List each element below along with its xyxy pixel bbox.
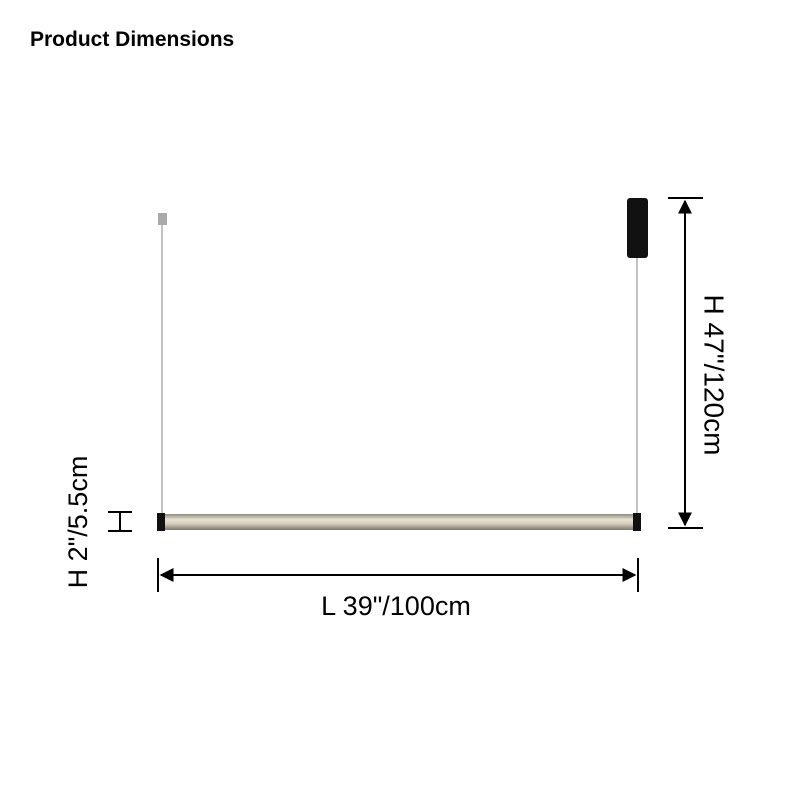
title: Product Dimensions xyxy=(30,28,234,51)
length-label: L 39"/100cm xyxy=(321,591,471,621)
mount xyxy=(158,213,167,225)
end-cap xyxy=(157,513,165,531)
length-dimension xyxy=(157,558,639,592)
tube xyxy=(164,514,634,530)
end-cap xyxy=(633,513,641,531)
height-label: H 47"/120cm xyxy=(699,295,730,456)
height-dimension xyxy=(668,197,703,529)
tube-height-dimension xyxy=(108,511,132,532)
tube-height-label: H 2"/5.5cm xyxy=(63,456,93,589)
lamp xyxy=(157,198,648,531)
canopy xyxy=(627,198,648,258)
